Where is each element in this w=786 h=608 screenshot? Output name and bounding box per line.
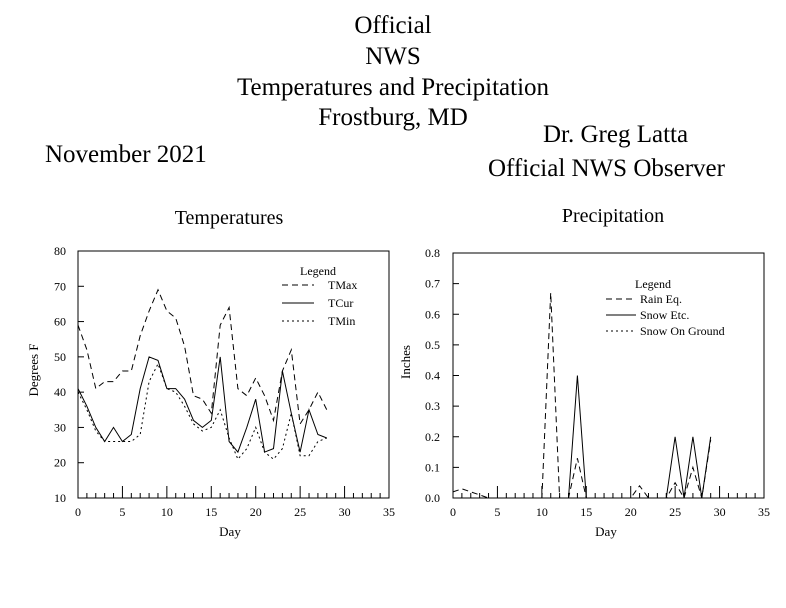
precipitation-y-tick-label: 0.1 bbox=[425, 460, 440, 474]
precipitation-y-tick-label: 0.5 bbox=[425, 338, 440, 352]
period-label: November 2021 bbox=[45, 141, 207, 168]
precipitation-legend: Legend Rain Eq. Snow Etc. Snow On Ground bbox=[606, 277, 725, 338]
temperature-x-tick-label: 15 bbox=[205, 505, 217, 519]
precipitation-x-tick-label: 25 bbox=[669, 505, 681, 519]
precipitation-y-tick-label: 0.6 bbox=[425, 307, 440, 321]
precipitation-x-tick-label: 30 bbox=[714, 505, 726, 519]
precipitation-axis-ticks: 0 5 10 15 20 25 30 35 0.0 0.1 0.2 0.3 0.4 0.5 0.6 0.7 0.… bbox=[425, 246, 770, 519]
temperature-legend-label: TMin bbox=[328, 314, 355, 328]
temperature-series-group bbox=[77, 288, 328, 461]
temperature-chart-title: Temperatures bbox=[175, 207, 284, 229]
temperature-series-tmax bbox=[77, 288, 328, 426]
precipitation-legend-label: Rain Eq. bbox=[640, 292, 682, 306]
temperature-plot-frame bbox=[77, 250, 390, 499]
temperature-legend-label: TCur bbox=[328, 296, 353, 310]
precipitation-x-tick-label: 15 bbox=[580, 505, 592, 519]
temperature-x-tick-label: 35 bbox=[383, 505, 395, 519]
temperature-y-tick-label: 70 bbox=[54, 279, 66, 293]
precipitation-y-tick-label: 0.7 bbox=[425, 277, 440, 291]
temperature-y-tick-label: 40 bbox=[54, 385, 66, 399]
title-line-4: Frostburg, MD bbox=[318, 104, 468, 131]
temperature-series-tcur bbox=[77, 356, 327, 454]
temperature-legend: Legend TMax TCur TMin bbox=[282, 264, 357, 328]
precipitation-y-tick-label: 0.3 bbox=[425, 399, 440, 413]
precipitation-legend-title: Legend bbox=[635, 277, 671, 291]
temperature-x-tick-label: 10 bbox=[161, 505, 173, 519]
precipitation-y-tick-label: 0.8 bbox=[425, 246, 440, 260]
precipitation-x-tick-label: 20 bbox=[625, 505, 637, 519]
precipitation-x-axis-label: Day bbox=[595, 524, 617, 539]
temperature-x-tick-label: 0 bbox=[75, 505, 81, 519]
temperature-y-tick-label: 80 bbox=[54, 244, 66, 258]
temperature-x-tick-label: 30 bbox=[339, 505, 351, 519]
precipitation-legend-label: Snow On Ground bbox=[640, 324, 725, 338]
precipitation-x-tick-label: 35 bbox=[758, 505, 770, 519]
precipitation-chart-title: Precipitation bbox=[562, 205, 664, 227]
precipitation-y-tick-label: 0.2 bbox=[425, 430, 440, 444]
title-line-2: NWS bbox=[365, 43, 421, 70]
temperature-axis-ticks: 0 5 10 15 20 25 30 35 10 20 30 40 50 60 70 80 bbox=[54, 244, 395, 519]
temperature-y-tick-label: 10 bbox=[54, 491, 66, 505]
precipitation-chart: Precipitation 0 5 10 15 20 25 30 35 0.0 0.1 0.2 0.3… bbox=[398, 205, 770, 539]
precipitation-series-group bbox=[452, 292, 712, 500]
temperature-legend-label: TMax bbox=[328, 278, 357, 292]
precipitation-x-tick-label: 5 bbox=[494, 505, 500, 519]
precipitation-y-axis-label: Inches bbox=[398, 345, 413, 379]
temperature-x-tick-label: 5 bbox=[119, 505, 125, 519]
temperature-y-tick-label: 30 bbox=[54, 420, 66, 434]
title-line-3: Temperatures and Precipitation bbox=[236, 74, 550, 101]
observer-role: Official NWS Observer bbox=[488, 155, 725, 182]
precipitation-x-tick-label: 0 bbox=[450, 505, 456, 519]
temperature-series-tmin bbox=[77, 362, 327, 461]
precipitation-plot-frame bbox=[452, 252, 765, 499]
precipitation-x-tick-label: 10 bbox=[536, 505, 548, 519]
temperature-y-tick-label: 50 bbox=[54, 350, 66, 364]
temperature-y-axis-label: Degrees F bbox=[26, 343, 41, 396]
precipitation-y-tick-label: 0.0 bbox=[425, 491, 440, 505]
precipitation-series-snow-etc bbox=[453, 375, 712, 499]
precipitation-y-tick-label: 0.4 bbox=[425, 369, 440, 383]
temperature-y-tick-label: 60 bbox=[54, 315, 66, 329]
temperature-x-tick-label: 20 bbox=[250, 505, 262, 519]
precipitation-legend-label: Snow Etc. bbox=[640, 308, 689, 322]
temperature-legend-title: Legend bbox=[300, 264, 336, 278]
observer-name: Dr. Greg Latta bbox=[543, 121, 689, 148]
temperature-chart: Temperatures 0 5 10 15 20 25 30 35 10 20 30 40 50 60 7… bbox=[26, 207, 395, 539]
temperature-x-axis-label: Day bbox=[219, 524, 241, 539]
temperature-x-tick-label: 25 bbox=[294, 505, 306, 519]
temperature-y-tick-label: 20 bbox=[54, 456, 66, 470]
title-line-1: Official bbox=[354, 12, 432, 39]
